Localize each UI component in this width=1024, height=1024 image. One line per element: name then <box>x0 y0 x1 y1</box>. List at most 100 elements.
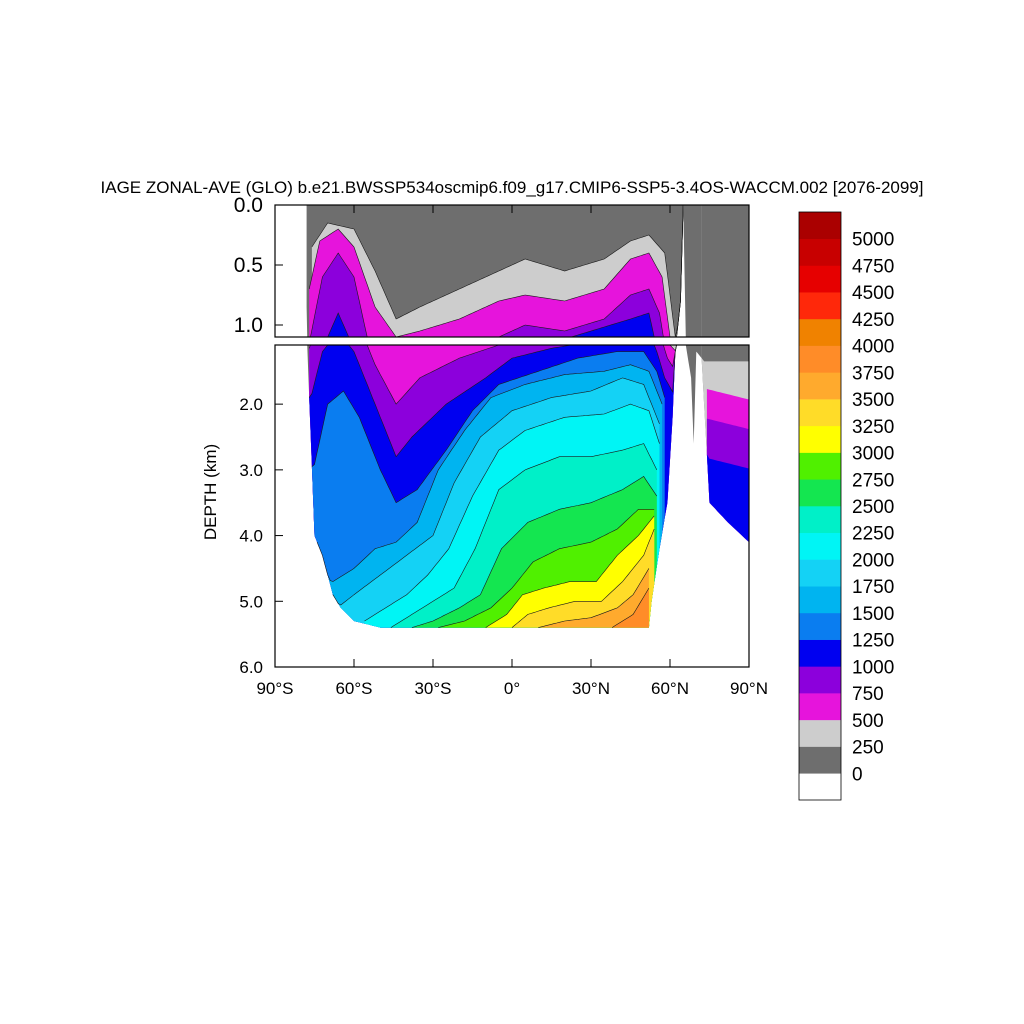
legend-swatch <box>799 452 841 480</box>
legend-swatch <box>799 345 841 373</box>
legend-label: 1500 <box>852 604 894 625</box>
legend-label: 4750 <box>852 257 894 278</box>
legend-label: 500 <box>852 711 884 732</box>
legend-swatch <box>799 639 841 667</box>
legend-swatch <box>799 292 841 320</box>
x-tick-label: 60°N <box>651 679 689 698</box>
legend-swatch <box>799 425 841 453</box>
axes: 90°S 60°S 30°S 0° 30°N 60°N 90°N 0.0 0.5 1.0 2.0 3.… <box>234 194 768 698</box>
arctic-band-4 <box>707 537 749 697</box>
legend-swatch <box>799 372 841 400</box>
legend-label: 3000 <box>852 444 894 465</box>
contour-line-1000 <box>327 205 684 337</box>
contour-line-3250 <box>512 673 654 853</box>
upper-depth-panel <box>306 205 749 853</box>
y-tick-label-lower: 3.0 <box>239 461 263 480</box>
legend-label: 5000 <box>852 230 894 251</box>
contour-line-500 <box>308 205 684 337</box>
legend-swatch <box>799 399 841 427</box>
x-tick-label: 30°N <box>572 679 610 698</box>
band-2750 <box>438 637 654 853</box>
x-tick-label: 60°S <box>335 679 372 698</box>
band-3250 <box>512 529 655 628</box>
x-tick-label: 0° <box>504 679 520 698</box>
legend-swatch <box>799 666 841 694</box>
legend-swatch <box>799 479 841 507</box>
legend-swatch <box>799 719 841 747</box>
band-3250 <box>512 673 654 853</box>
legend-label: 2750 <box>852 470 894 491</box>
legend-swatch <box>799 586 841 614</box>
band-3500 <box>538 568 649 628</box>
y-tick-label-lower: 2.0 <box>239 395 263 414</box>
band-3750 <box>612 781 649 853</box>
legend-label: 4500 <box>852 283 894 304</box>
legend-swatch <box>799 506 841 534</box>
y-tick-label-upper: 1.0 <box>234 314 263 337</box>
legend-swatch <box>799 693 841 721</box>
contour-line-2000 <box>364 403 660 622</box>
contour-line-2750 <box>438 508 655 628</box>
contour-line-1500 <box>316 364 663 582</box>
band-3750 <box>612 588 649 628</box>
band-1000 <box>327 205 684 337</box>
contour-line-750 <box>308 345 677 405</box>
contour-line-3750 <box>611 587 650 628</box>
y-tick-label-lower: 4.0 <box>239 527 263 546</box>
legend-label: 3500 <box>852 390 894 411</box>
lower-depth-panel <box>307 345 749 628</box>
legend-label: 1250 <box>852 631 894 652</box>
legend-label: 1750 <box>852 577 894 598</box>
legend-swatch <box>799 746 841 774</box>
chart-title: IAGE ZONAL-AVE (GLO) b.e21.BWSSP534oscmi… <box>101 178 924 197</box>
shelf-band <box>685 345 702 444</box>
legend-swatch <box>799 212 841 240</box>
contour-line-1000 <box>308 345 677 458</box>
legend-label: 2250 <box>852 524 894 545</box>
contour-line-3250 <box>511 528 655 628</box>
x-tick-label: 30°S <box>414 679 451 698</box>
contour-line-1250 <box>311 351 665 504</box>
legend-label: 1000 <box>852 657 894 678</box>
legend-label: 2500 <box>852 497 894 518</box>
legend-label: 4000 <box>852 337 894 358</box>
contour-line-3750 <box>612 781 649 853</box>
legend-label: 250 <box>852 738 884 759</box>
contour-line-750 <box>310 205 684 337</box>
legend-label: 2000 <box>852 551 894 572</box>
legend-swatch <box>799 773 841 801</box>
y-axis-label: DEPTH (km) <box>201 444 220 540</box>
contour-line-2750 <box>438 637 654 853</box>
legend-frame <box>798 211 842 801</box>
legend-label: 3750 <box>852 363 894 384</box>
color-legend: 0 250 500 750 1000 1250 1500 1750 2000 2250 2500 27… <box>798 211 894 801</box>
contour-line-1750 <box>332 377 660 606</box>
x-tick-label: 90°N <box>730 679 768 698</box>
arctic-band-0 <box>701 205 749 337</box>
legend-label: 750 <box>852 684 884 705</box>
legend-swatch <box>799 318 841 346</box>
y-tick-label-upper: 0.0 <box>234 194 263 217</box>
legend-swatch <box>799 265 841 293</box>
contour-line-3500 <box>538 745 649 853</box>
legend-label: 0 <box>852 764 863 785</box>
legend-swatch <box>799 559 841 587</box>
legend-swatch <box>799 612 841 640</box>
band-3500 <box>538 745 649 853</box>
contour-line-250 <box>311 205 684 337</box>
shelf-band <box>683 205 702 337</box>
contour-line-2500 <box>411 475 658 628</box>
legend-label: 4250 <box>852 310 894 331</box>
arctic-band-4 <box>706 454 749 543</box>
contour-line-2250 <box>390 443 658 628</box>
y-tick-label-upper: 0.5 <box>234 254 263 277</box>
legend-label: 3250 <box>852 417 894 438</box>
legend-swatch <box>799 532 841 560</box>
y-tick-label-lower: 5.0 <box>239 592 263 611</box>
band-500 <box>309 205 684 337</box>
contour-line-3500 <box>538 568 650 628</box>
legend-swatch <box>799 238 841 266</box>
y-tick-label-lower: 6.0 <box>239 658 263 677</box>
contour-line-3000 <box>485 515 655 628</box>
